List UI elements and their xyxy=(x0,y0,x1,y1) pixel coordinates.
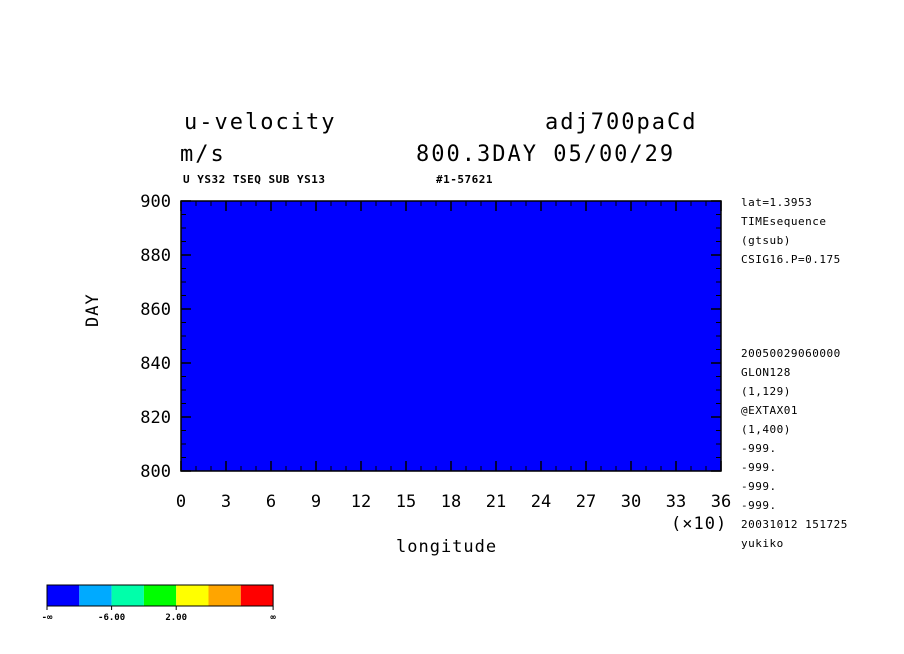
side-line: (1,129) xyxy=(741,385,791,398)
colorbar-swatch xyxy=(208,585,241,606)
colorbar-swatch xyxy=(176,585,209,606)
colorbar-frame xyxy=(46,584,274,607)
y-tick-label: 900 xyxy=(140,192,171,212)
side-line: (gtsub) xyxy=(741,234,791,247)
x-tick-label: 0 xyxy=(176,492,186,512)
x-multiplier: (×10) xyxy=(671,514,728,534)
colorbar-swatch xyxy=(111,585,144,606)
x-tick-label: 15 xyxy=(396,492,416,512)
colorbar-swatch xyxy=(240,585,274,606)
side-line: @EXTAX01 xyxy=(741,404,798,417)
colorbar-label: -6.00 xyxy=(98,613,125,623)
colorbar-label: 2.00 xyxy=(165,613,187,623)
x-tick-label: 27 xyxy=(576,492,596,512)
x-tick-label: 6 xyxy=(266,492,276,512)
side-line: -999. xyxy=(741,480,777,493)
y-tick-label: 840 xyxy=(140,354,171,374)
y-tick-label: 800 xyxy=(140,462,171,482)
time-label: 800.3DAY 05/00/29 xyxy=(416,142,676,167)
y-tick-label: 860 xyxy=(140,300,171,320)
x-tick-label: 33 xyxy=(666,492,686,512)
colorbar-swatch xyxy=(79,585,112,606)
side-line: (1,400) xyxy=(741,423,791,436)
side-line: -999. xyxy=(741,499,777,512)
subtitle-right: #1-57621 xyxy=(436,173,493,186)
colorbar-swatch xyxy=(47,585,80,606)
x-tick-label: 24 xyxy=(531,492,551,512)
x-tick-label: 9 xyxy=(311,492,321,512)
x-tick-label: 36 xyxy=(711,492,731,512)
x-tick-label: 12 xyxy=(351,492,371,512)
side-line: GLON128 xyxy=(741,366,791,379)
x-tick-label: 18 xyxy=(441,492,461,512)
x-tick-label: 21 xyxy=(486,492,506,512)
side-line: 20050029060000 xyxy=(741,347,841,360)
side-info-top: lat=1.3953 TIMEsequence (gtsub) CSIG16.P… xyxy=(741,193,841,269)
shaded-field xyxy=(181,201,721,471)
x-tick-label: 3 xyxy=(221,492,231,512)
x-axis-label: longitude xyxy=(396,537,498,557)
side-line: yukiko xyxy=(741,537,784,550)
title-right: adj700paCd xyxy=(545,110,698,135)
y-tick-label: 820 xyxy=(140,408,171,428)
colorbar-label: ∞ xyxy=(270,613,276,623)
colorbar-swatch xyxy=(143,585,177,606)
side-line: TIMEsequence xyxy=(741,215,827,228)
side-info-bottom: 20050029060000 GLON128 (1,129) @EXTAX01 … xyxy=(741,344,848,553)
x-tick-label: 30 xyxy=(621,492,641,512)
colorbar-label: -∞ xyxy=(42,613,53,623)
side-line: -999. xyxy=(741,461,777,474)
subtitle-left: U YS32 TSEQ SUB YS13 xyxy=(183,173,326,186)
side-line: lat=1.3953 xyxy=(741,196,813,209)
side-line: -999. xyxy=(741,442,777,455)
side-line: CSIG16.P=0.175 xyxy=(741,253,841,266)
units-label: m/s xyxy=(180,142,226,167)
side-line: 20031012 151725 xyxy=(741,518,848,531)
y-tick-label: 880 xyxy=(140,246,171,266)
title-left: u-velocity xyxy=(184,110,337,135)
